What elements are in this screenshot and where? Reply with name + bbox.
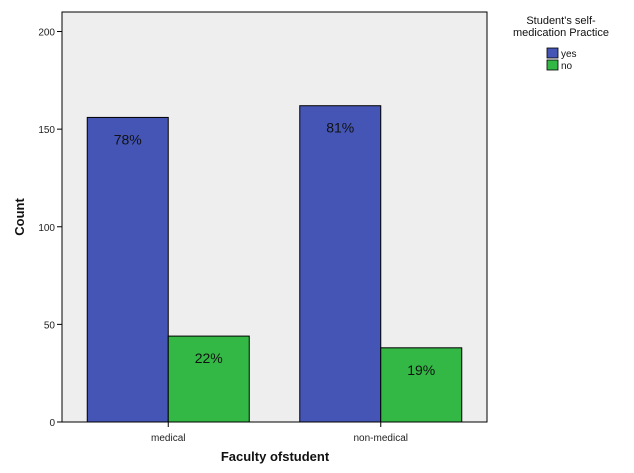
x-tick-label: medical [151,433,185,444]
y-tick-label: 200 [38,28,55,39]
bars-layer: 78% 22% 81% 19% [86,105,463,423]
bar-data-label: 81% [326,120,354,136]
x-axis-title: Faculty ofstudent [221,449,330,464]
x-axis: medical non-medical [151,422,408,444]
bar-no-non-medical [380,347,463,423]
bar-data-label: 19% [407,362,435,378]
legend-title-line: Student's self- [526,15,596,27]
bar-yes-non-medical [299,105,382,423]
bar-no-medical [167,335,250,423]
y-tick-label: 150 [38,125,55,136]
bar-data-label: 78% [114,131,142,147]
y-tick-label: 50 [44,320,56,331]
y-tick-label: 0 [49,418,55,429]
y-axis-title: Count [12,198,27,236]
bar-yes-medical [86,116,169,423]
legend-title-line: medication Practice [513,27,609,39]
legend-swatch-yes [546,47,559,59]
legend-label-yes: yes [561,49,577,60]
x-tick-label: non-medical [354,433,408,444]
legend-label-no: no [561,61,573,72]
bar-data-label: 22% [195,350,223,366]
y-tick-label: 100 [38,223,55,234]
y-axis: 0 50 100 150 200 [38,28,62,429]
legend-swatch-no [546,59,559,71]
